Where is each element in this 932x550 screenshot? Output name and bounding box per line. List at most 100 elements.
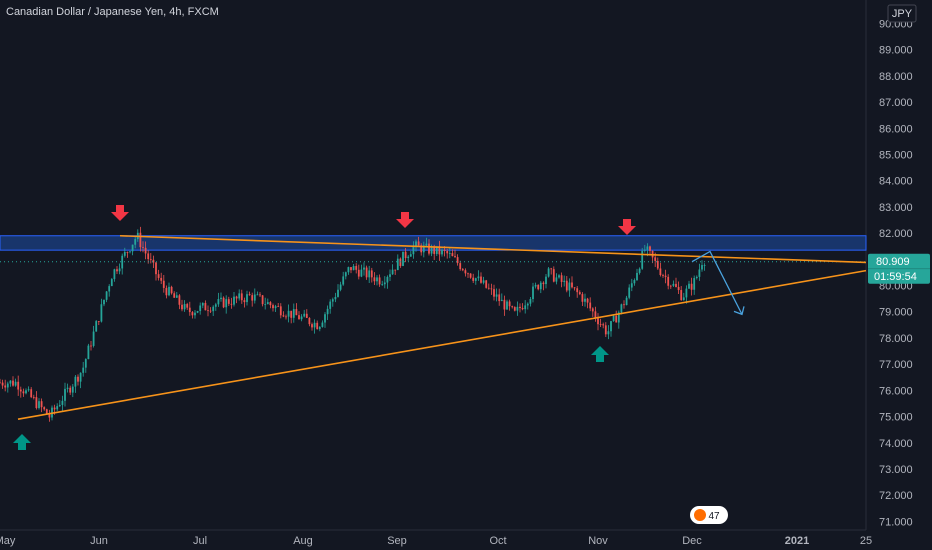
candle-body — [357, 269, 360, 277]
candle-body — [303, 313, 306, 317]
candle-body — [105, 291, 108, 300]
x-tick-label: Sep — [387, 535, 407, 547]
candle-body — [316, 322, 319, 330]
y-tick-label: 76.000 — [879, 385, 913, 397]
candle-body — [701, 265, 703, 270]
candle-body — [48, 414, 51, 418]
candle-body — [461, 269, 464, 271]
candle-body — [477, 276, 480, 279]
candle-body — [274, 306, 277, 309]
candle-body — [201, 302, 204, 306]
candle-body — [607, 331, 610, 335]
candle-body — [394, 269, 397, 271]
candle-body — [84, 359, 87, 368]
candle-body — [519, 306, 521, 308]
candle-body — [334, 296, 337, 300]
candle-body — [435, 246, 438, 254]
candle-body — [459, 263, 462, 270]
candle-body — [58, 404, 61, 407]
candle-body — [617, 312, 620, 323]
candle-body — [123, 251, 126, 256]
buy-arrow-icon[interactable] — [591, 346, 609, 362]
candle-body — [149, 259, 152, 260]
candle-body — [222, 297, 225, 308]
candle-body — [386, 276, 389, 283]
candle-body — [378, 277, 381, 285]
candle-body — [521, 307, 524, 310]
candle-body — [261, 295, 264, 305]
y-tick-label: 79.000 — [879, 307, 913, 319]
candle-body — [693, 278, 696, 290]
currency-badge[interactable] — [887, 4, 917, 23]
candle-body — [53, 407, 56, 410]
candle-body — [581, 294, 584, 302]
candle-body — [495, 294, 498, 297]
candle-body — [90, 345, 92, 347]
candle-body — [207, 310, 209, 312]
candle-body — [610, 321, 612, 332]
candle-body — [30, 389, 33, 398]
candle-body — [230, 303, 233, 305]
candle-body — [552, 269, 555, 282]
sell-arrow-icon[interactable] — [396, 212, 414, 228]
candle-body — [667, 276, 670, 286]
candle-body — [344, 272, 347, 277]
candle-body — [126, 251, 129, 253]
candle-body — [139, 232, 142, 248]
candle-body — [183, 304, 186, 310]
candle-body — [147, 253, 150, 260]
candle-body — [539, 282, 542, 290]
trendline-lower[interactable] — [17, 269, 867, 420]
candle-body — [412, 245, 415, 255]
candle-body — [675, 283, 677, 287]
candle-body — [402, 251, 404, 266]
candle-body — [381, 284, 384, 286]
candle-body — [620, 304, 623, 313]
candle-body — [623, 304, 625, 306]
candle-body — [415, 241, 417, 246]
y-tick-label: 88.000 — [879, 71, 913, 83]
candle-body — [503, 299, 506, 310]
sell-arrow-icon[interactable] — [618, 219, 636, 235]
candle-body — [246, 294, 248, 303]
candle-body — [113, 269, 116, 280]
candle-body — [272, 305, 274, 309]
candle-body — [264, 304, 267, 305]
candle-body — [12, 380, 14, 386]
candle-body — [563, 280, 566, 282]
candle-body — [220, 297, 222, 300]
candle-body — [443, 249, 446, 252]
buy-arrow-icon[interactable] — [13, 434, 31, 450]
candle-body — [422, 245, 425, 253]
y-tick-label: 85.000 — [879, 150, 913, 162]
candle-body — [209, 310, 212, 312]
candle-body — [243, 300, 246, 303]
candle-body — [238, 293, 241, 299]
candle-body — [331, 299, 334, 302]
candle-body — [100, 304, 103, 322]
candle-body — [584, 298, 586, 302]
candle-body — [199, 305, 202, 312]
sell-arrow-icon[interactable] — [111, 205, 129, 221]
candle-body — [383, 282, 386, 285]
x-tick-label: 2021 — [785, 535, 809, 547]
candle-body — [155, 262, 157, 275]
projection-path[interactable] — [691, 250, 743, 315]
y-tick-label: 72.000 — [879, 490, 913, 502]
candle-body — [451, 253, 454, 257]
candle-body — [625, 297, 628, 306]
candle-body — [87, 345, 90, 360]
candle-body — [66, 387, 69, 389]
candle-body — [69, 387, 72, 393]
candle-body — [524, 305, 527, 310]
candle-body — [326, 308, 329, 315]
resistance-zone[interactable] — [0, 235, 867, 251]
y-tick-label: 71.000 — [879, 516, 913, 528]
candle-body — [292, 309, 295, 318]
candle-body — [469, 273, 472, 278]
x-tick-label: Oct — [489, 535, 506, 547]
trendline-upper[interactable] — [119, 234, 867, 264]
candle-body — [630, 283, 633, 288]
